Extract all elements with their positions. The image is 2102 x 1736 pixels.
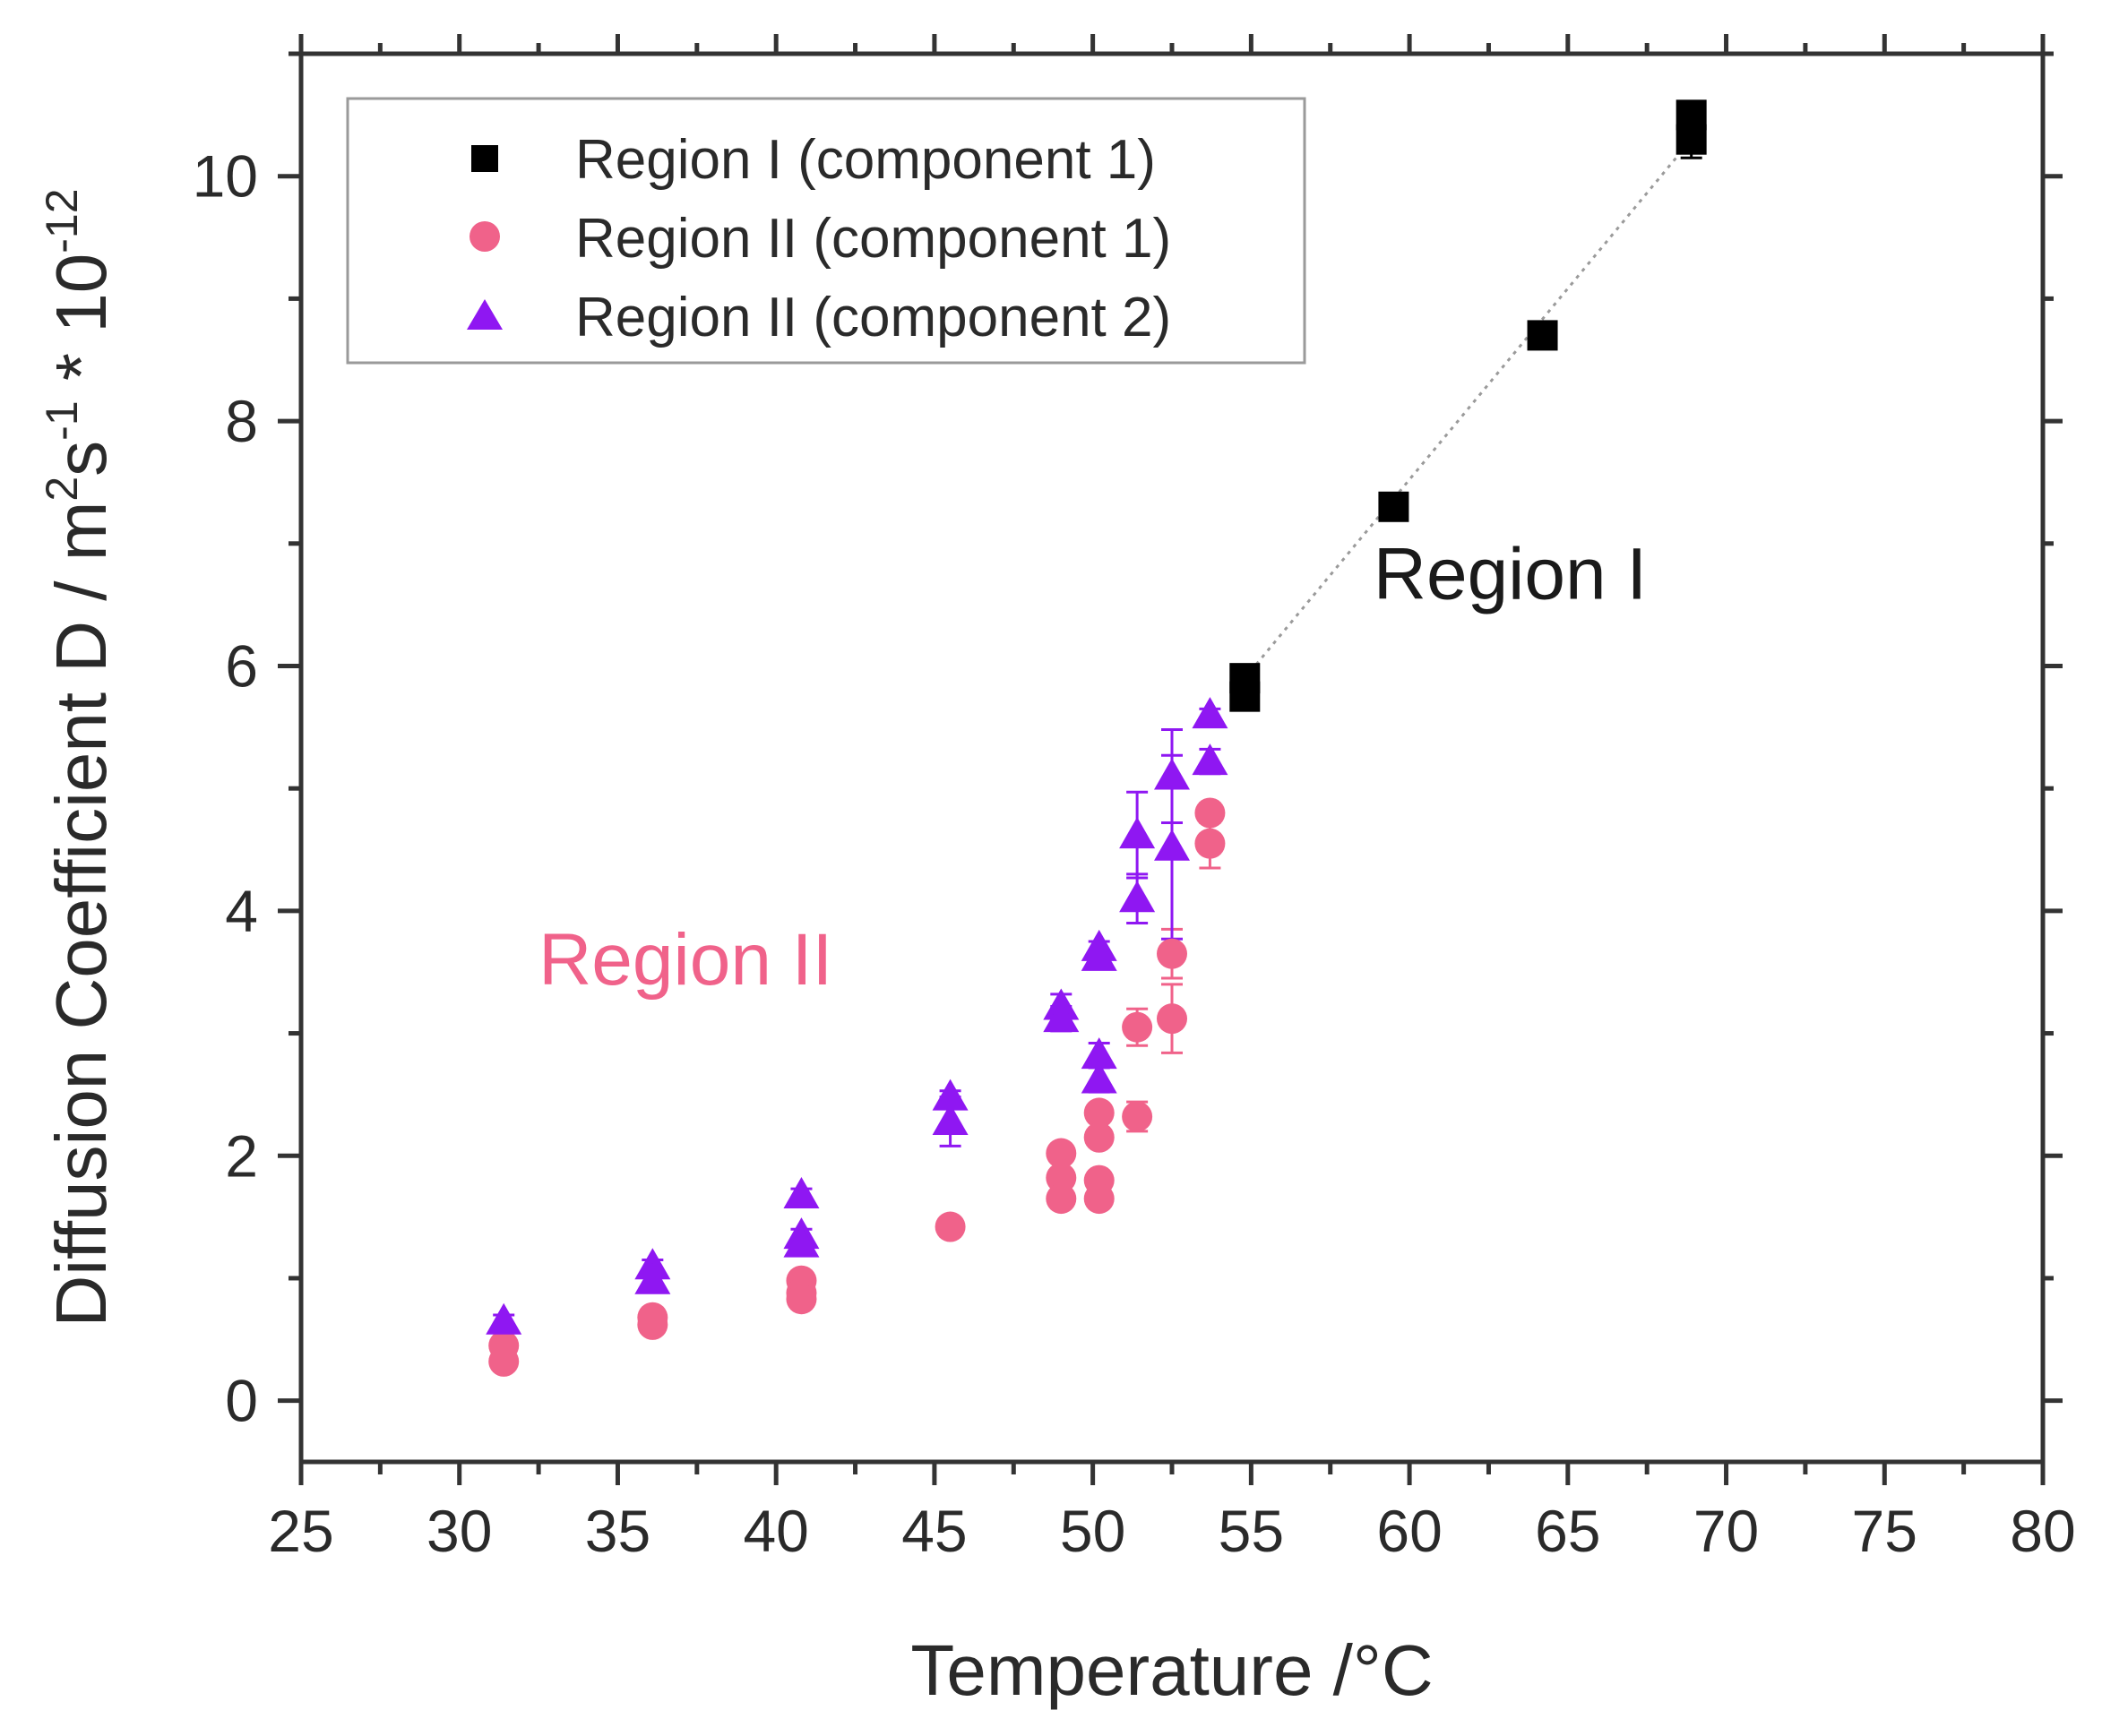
region1-c1-point	[1229, 681, 1261, 712]
x-tick-label: 30	[426, 1498, 492, 1564]
region2-c1-point	[1122, 1101, 1153, 1132]
region2-c1-point	[1122, 1011, 1153, 1043]
x-tick-label: 70	[1693, 1498, 1759, 1564]
x-tick-label: 60	[1376, 1498, 1442, 1564]
region2-c2-point	[1119, 881, 1156, 913]
x-tick-label: 50	[1060, 1498, 1125, 1564]
region2-c1-point	[1046, 1138, 1077, 1169]
region2-c2-point	[932, 1103, 969, 1135]
x-tick-labels: 25 30 35 40 45 50 55 60 65 70 75 80	[268, 1498, 2075, 1564]
x-tick-label: 80	[2010, 1498, 2075, 1564]
region2-c2-point	[486, 1302, 522, 1335]
y-axis-title-tail: * 10	[41, 254, 121, 401]
region2-c1-point	[1157, 1003, 1187, 1035]
region2-c1-point	[935, 1211, 966, 1242]
data-points-layer	[486, 99, 1707, 1377]
x-tick-label: 25	[268, 1498, 333, 1564]
annotation-region-i: Region I	[1374, 533, 1647, 614]
region2-c2-point	[1154, 829, 1190, 861]
y-tick-labels: 0 2 4 6 8 10	[193, 143, 258, 1434]
region2-c2-point	[932, 1079, 969, 1111]
y-tick-label: 2	[225, 1122, 258, 1189]
region1-c1-point	[1378, 491, 1409, 522]
region2-c1-point	[786, 1284, 817, 1315]
region2-c2-point	[634, 1262, 671, 1294]
region2-c2-point	[783, 1177, 820, 1209]
x-axis-title: Temperature /°C	[910, 1630, 1433, 1710]
region2-c2-point	[1081, 939, 1117, 971]
region2-c2-point	[1119, 817, 1156, 849]
region2-c1-point	[1157, 938, 1187, 969]
y-axis-title-sup1: 2	[37, 477, 87, 502]
y-tick-label: 6	[225, 632, 258, 699]
x-tick-label: 75	[1852, 1498, 1917, 1564]
y-axis-title-sup3: -12	[37, 189, 87, 254]
region1-fit-line	[1244, 138, 1693, 680]
y-tick-label: 10	[193, 143, 258, 210]
fit-line-layer	[1244, 138, 1693, 680]
legend-marker-circle	[470, 221, 500, 252]
plot-frame	[298, 51, 2046, 1465]
region2-c2-point	[1043, 1001, 1080, 1033]
y-axis-title-main: Diffusion Coefficient D / m	[41, 502, 121, 1328]
region1-c1-point	[1676, 124, 1707, 155]
y-tick-label: 8	[225, 388, 258, 454]
region2-c1-point	[1083, 1122, 1115, 1153]
x-tick-label: 35	[585, 1498, 650, 1564]
region2-c1-point	[1083, 1097, 1115, 1129]
legend-marker-triangle	[467, 299, 503, 330]
legend-label-region2-c1: Region II (component 1)	[575, 208, 1171, 270]
y-tick-label: 4	[225, 878, 258, 944]
x-tick-label: 45	[901, 1498, 967, 1564]
legend-label-region2-c2: Region II (component 2)	[575, 287, 1171, 348]
legend-box	[346, 97, 1306, 365]
region2-c1-point	[1194, 797, 1226, 829]
region2-c2-point	[1154, 758, 1190, 790]
y-axis-title-sup2: -1	[37, 400, 87, 440]
x-tick-label: 55	[1219, 1498, 1284, 1564]
region2-c2-point	[1081, 1061, 1117, 1094]
legend: Region I (component 1) Region II (compon…	[346, 97, 1306, 365]
y-axis-title: Diffusion Coefficient D / m2s-1 * 10-12	[37, 189, 121, 1328]
x-tick-label: 65	[1535, 1498, 1600, 1564]
annotation-region-ii: Region II	[538, 919, 832, 1001]
region2-c1-point	[1046, 1162, 1077, 1193]
region1-c1-point	[1527, 320, 1558, 351]
region2-c1-point	[1046, 1183, 1077, 1215]
region2-c1-point	[1194, 828, 1226, 859]
region2-c2-point	[1192, 697, 1228, 729]
region2-c2-point	[783, 1225, 820, 1258]
region2-c1-point	[488, 1345, 520, 1377]
region2-c2-point	[1192, 743, 1228, 776]
region2-c2-point	[1081, 1037, 1117, 1070]
legend-label-region1-c1: Region I (component 1)	[575, 129, 1156, 191]
region2-c1-point	[637, 1309, 668, 1340]
x-tick-label: 40	[743, 1498, 808, 1564]
y-tick-label: 0	[225, 1368, 258, 1434]
y-axis-title-mid: s	[41, 441, 121, 477]
region2-c1-point	[1083, 1183, 1115, 1215]
legend-marker-square	[471, 145, 498, 172]
